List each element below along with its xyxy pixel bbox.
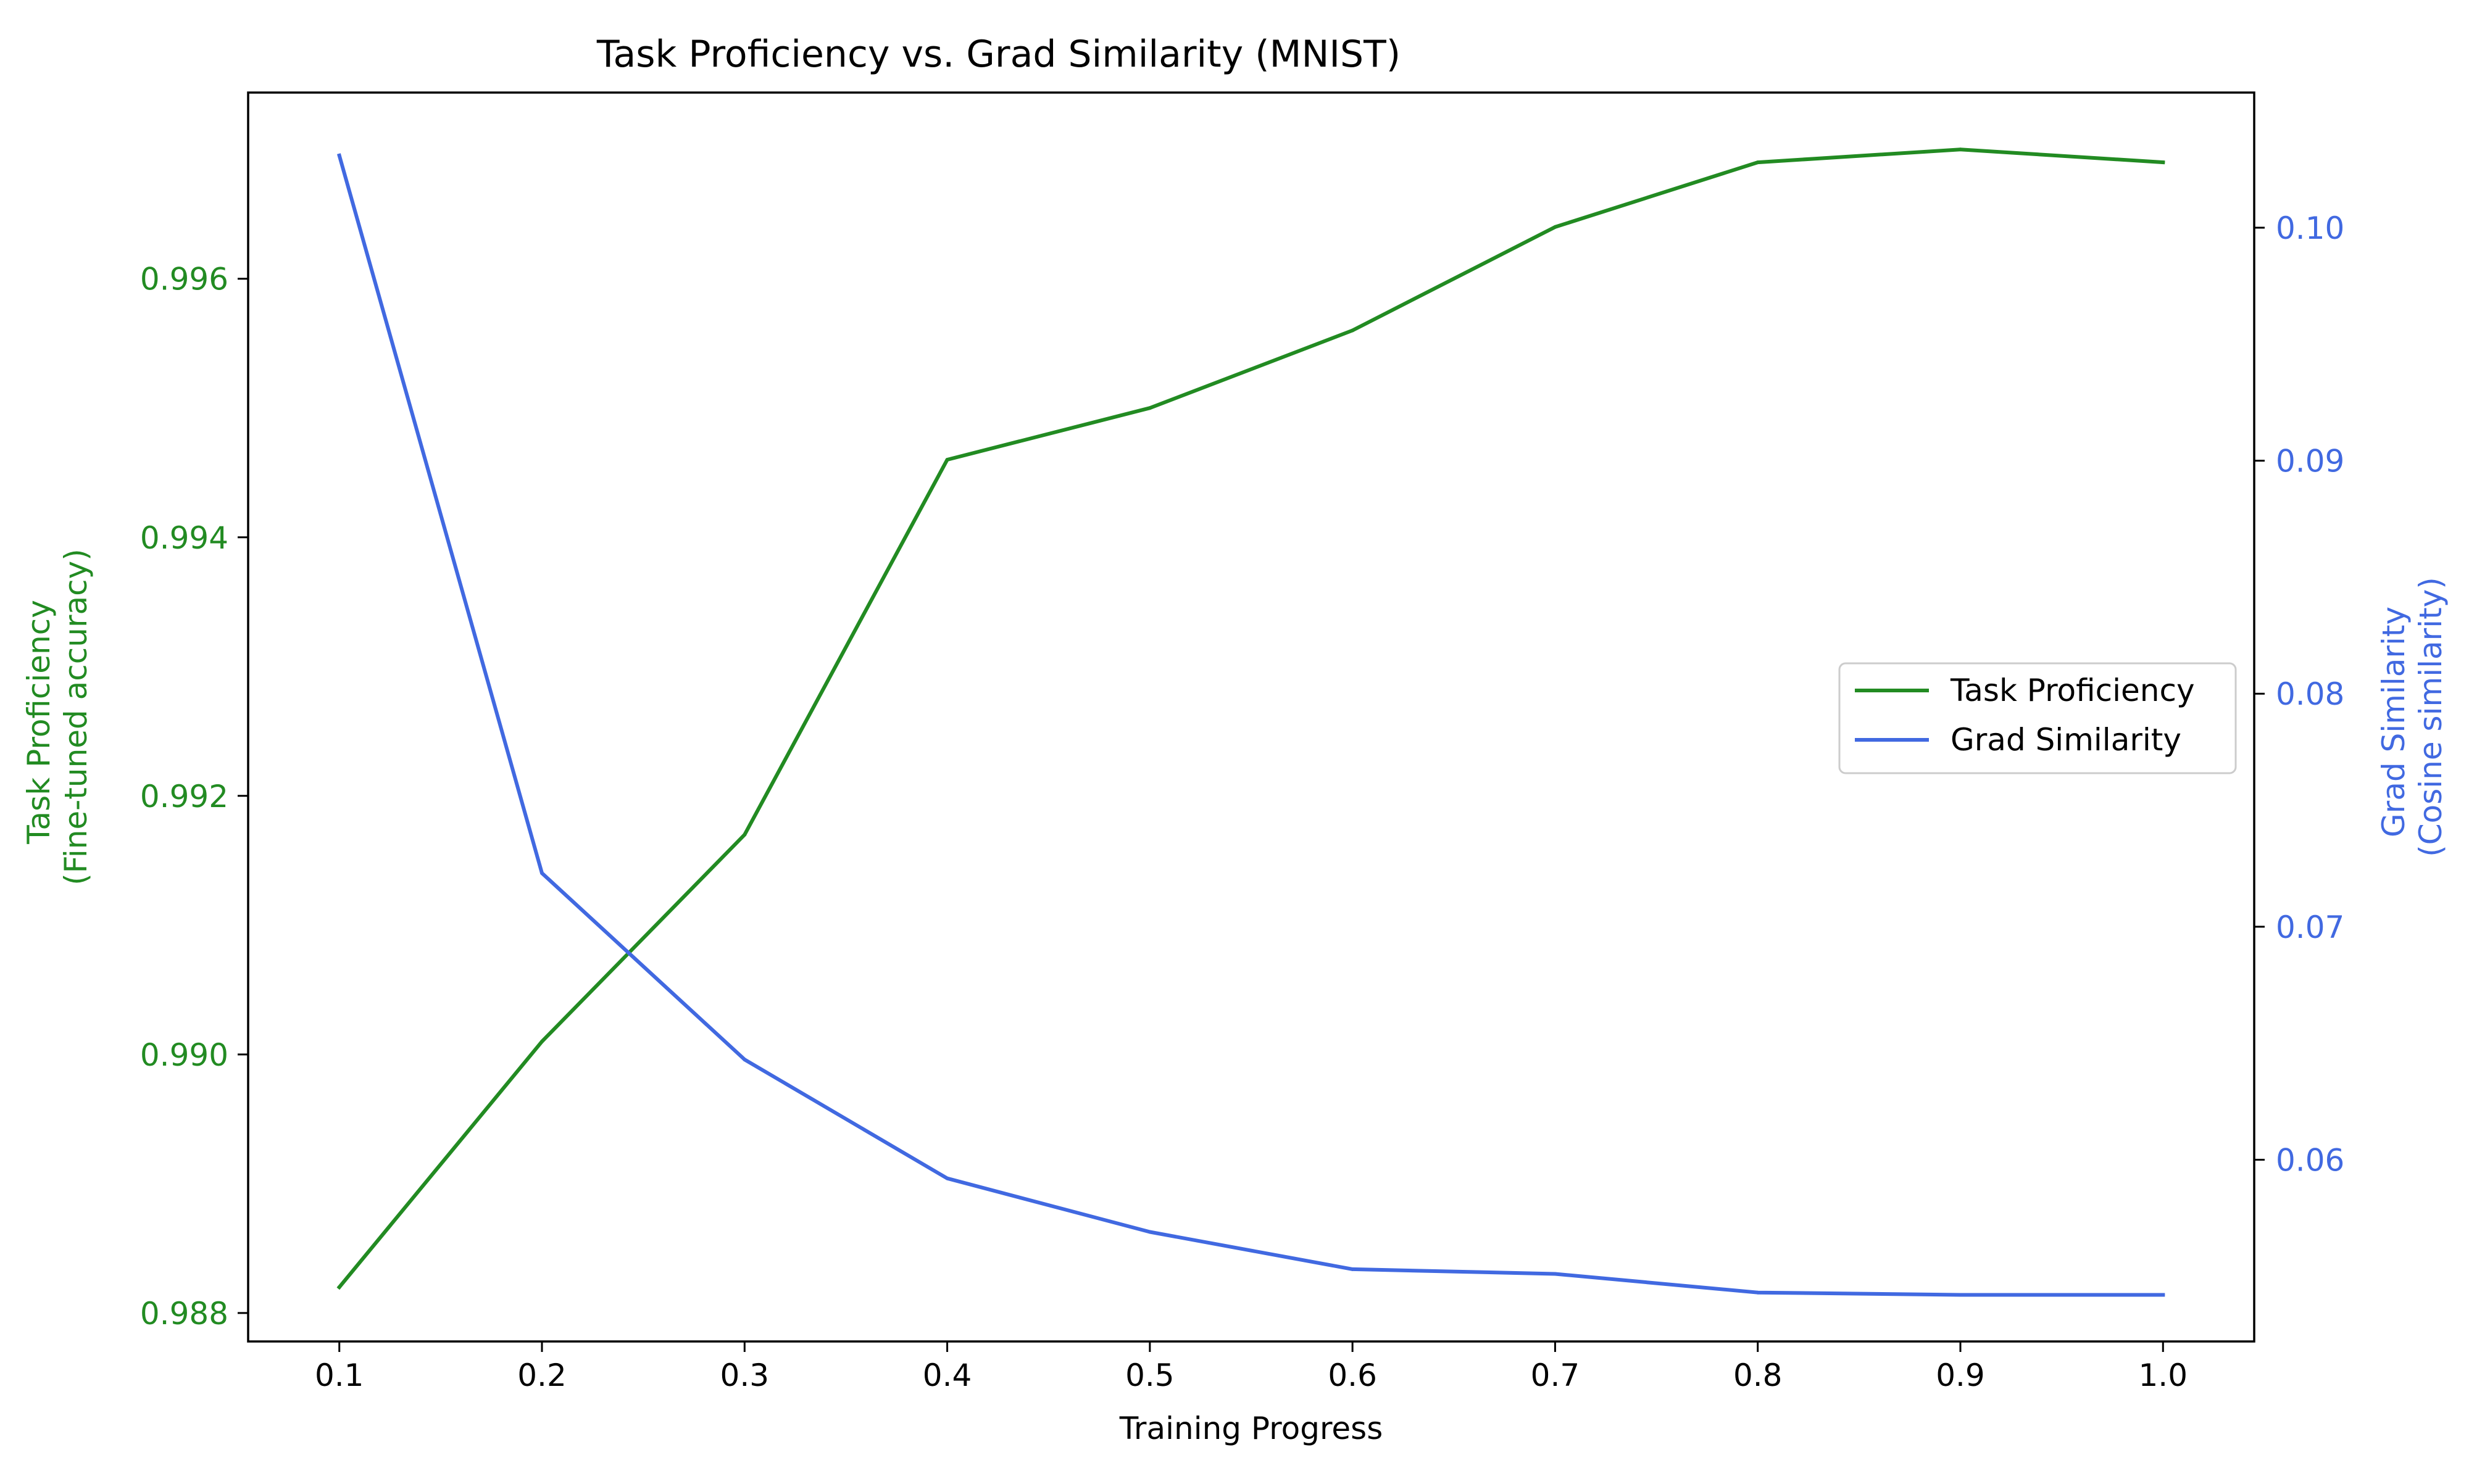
data-point-task-proficiency xyxy=(945,458,949,462)
x-tick-label: 0.1 xyxy=(315,1358,364,1393)
x-tick-label: 1.0 xyxy=(2139,1358,2188,1393)
series-line-task-proficiency xyxy=(336,147,2165,1290)
y-left-tick-label: 0.992 xyxy=(140,779,228,815)
series-layer xyxy=(336,147,2165,1297)
x-tick-label: 0.2 xyxy=(517,1358,567,1393)
chart-title: Task Proficiency vs. Grad Similarity (MN… xyxy=(596,33,1401,76)
data-point-grad-similarity xyxy=(540,871,544,875)
y-axis-right: 0.06 0.07 0.08 0.09 0.10 xyxy=(2254,210,2344,1178)
y-right-tick-label: 0.09 xyxy=(2276,444,2344,479)
data-point-grad-similarity xyxy=(1147,1230,1152,1234)
x-tick-label: 0.5 xyxy=(1125,1358,1175,1393)
x-axis-label: Training Progress xyxy=(1119,1411,1383,1446)
data-point-grad-similarity xyxy=(1755,1290,1760,1295)
y-axis-left-label: Task Proficiency (Fine-tuned accuracy) xyxy=(21,549,94,885)
data-point-task-proficiency xyxy=(540,1039,544,1043)
data-point-task-proficiency xyxy=(1147,406,1152,410)
y-left-tick-label: 0.994 xyxy=(140,520,228,556)
x-axis: 0.1 0.2 0.3 0.4 0.5 0.6 0.7 0.8 0.9 1.0 xyxy=(315,1341,2188,1393)
x-tick-label: 0.3 xyxy=(720,1358,770,1393)
data-point-grad-similarity xyxy=(337,153,341,157)
plot-frame xyxy=(247,91,2255,1343)
series-line-grad-similarity xyxy=(336,153,2165,1297)
legend-label-grad-similarity: Grad Similarity xyxy=(1951,722,2181,758)
data-point-task-proficiency xyxy=(1553,225,1557,229)
data-point-task-proficiency xyxy=(743,832,747,837)
y-axis-right-label-line1: Grad Similarity xyxy=(2376,607,2412,837)
data-point-grad-similarity xyxy=(945,1176,949,1180)
data-point-task-proficiency xyxy=(337,1285,341,1289)
x-tick-label: 0.4 xyxy=(923,1358,972,1393)
data-point-grad-similarity xyxy=(1553,1272,1557,1276)
data-point-task-proficiency xyxy=(1755,160,1760,165)
data-point-task-proficiency xyxy=(1351,328,1355,333)
x-tick-label: 0.8 xyxy=(1733,1358,1783,1393)
data-point-grad-similarity xyxy=(743,1058,747,1062)
y-left-tick-label: 0.988 xyxy=(140,1296,228,1332)
x-tick-label: 0.6 xyxy=(1328,1358,1377,1393)
y-right-tick-label: 0.07 xyxy=(2276,910,2344,945)
data-point-task-proficiency xyxy=(2161,160,2165,165)
data-point-grad-similarity xyxy=(1958,1293,1962,1297)
legend: Task Proficiency Grad Similarity xyxy=(1838,662,2237,774)
legend-label-task-proficiency: Task Proficiency xyxy=(1950,673,2195,708)
y-axis-right-label-line2: (Cosine similarity) xyxy=(2413,577,2449,857)
y-axis-left-label-line1: Task Proficiency xyxy=(21,600,57,845)
y-right-tick-label: 0.06 xyxy=(2276,1142,2344,1178)
data-point-task-proficiency xyxy=(1958,147,1962,152)
data-point-grad-similarity xyxy=(2161,1293,2165,1297)
y-axis-right-label: Grad Similarity (Cosine similarity) xyxy=(2376,577,2449,857)
x-tick-label: 0.9 xyxy=(1936,1358,1985,1393)
y-right-tick-label: 0.10 xyxy=(2276,210,2344,246)
y-axis-left-label-line2: (Fine-tuned accuracy) xyxy=(58,549,94,885)
y-axis-left: 0.988 0.990 0.992 0.994 0.996 xyxy=(140,262,248,1332)
legend-box xyxy=(1838,662,2237,774)
x-tick-label: 0.7 xyxy=(1531,1358,1580,1393)
y-right-tick-label: 0.08 xyxy=(2276,676,2344,712)
y-left-tick-label: 0.996 xyxy=(140,262,228,297)
y-left-tick-label: 0.990 xyxy=(140,1037,228,1073)
data-point-grad-similarity xyxy=(1351,1267,1355,1271)
